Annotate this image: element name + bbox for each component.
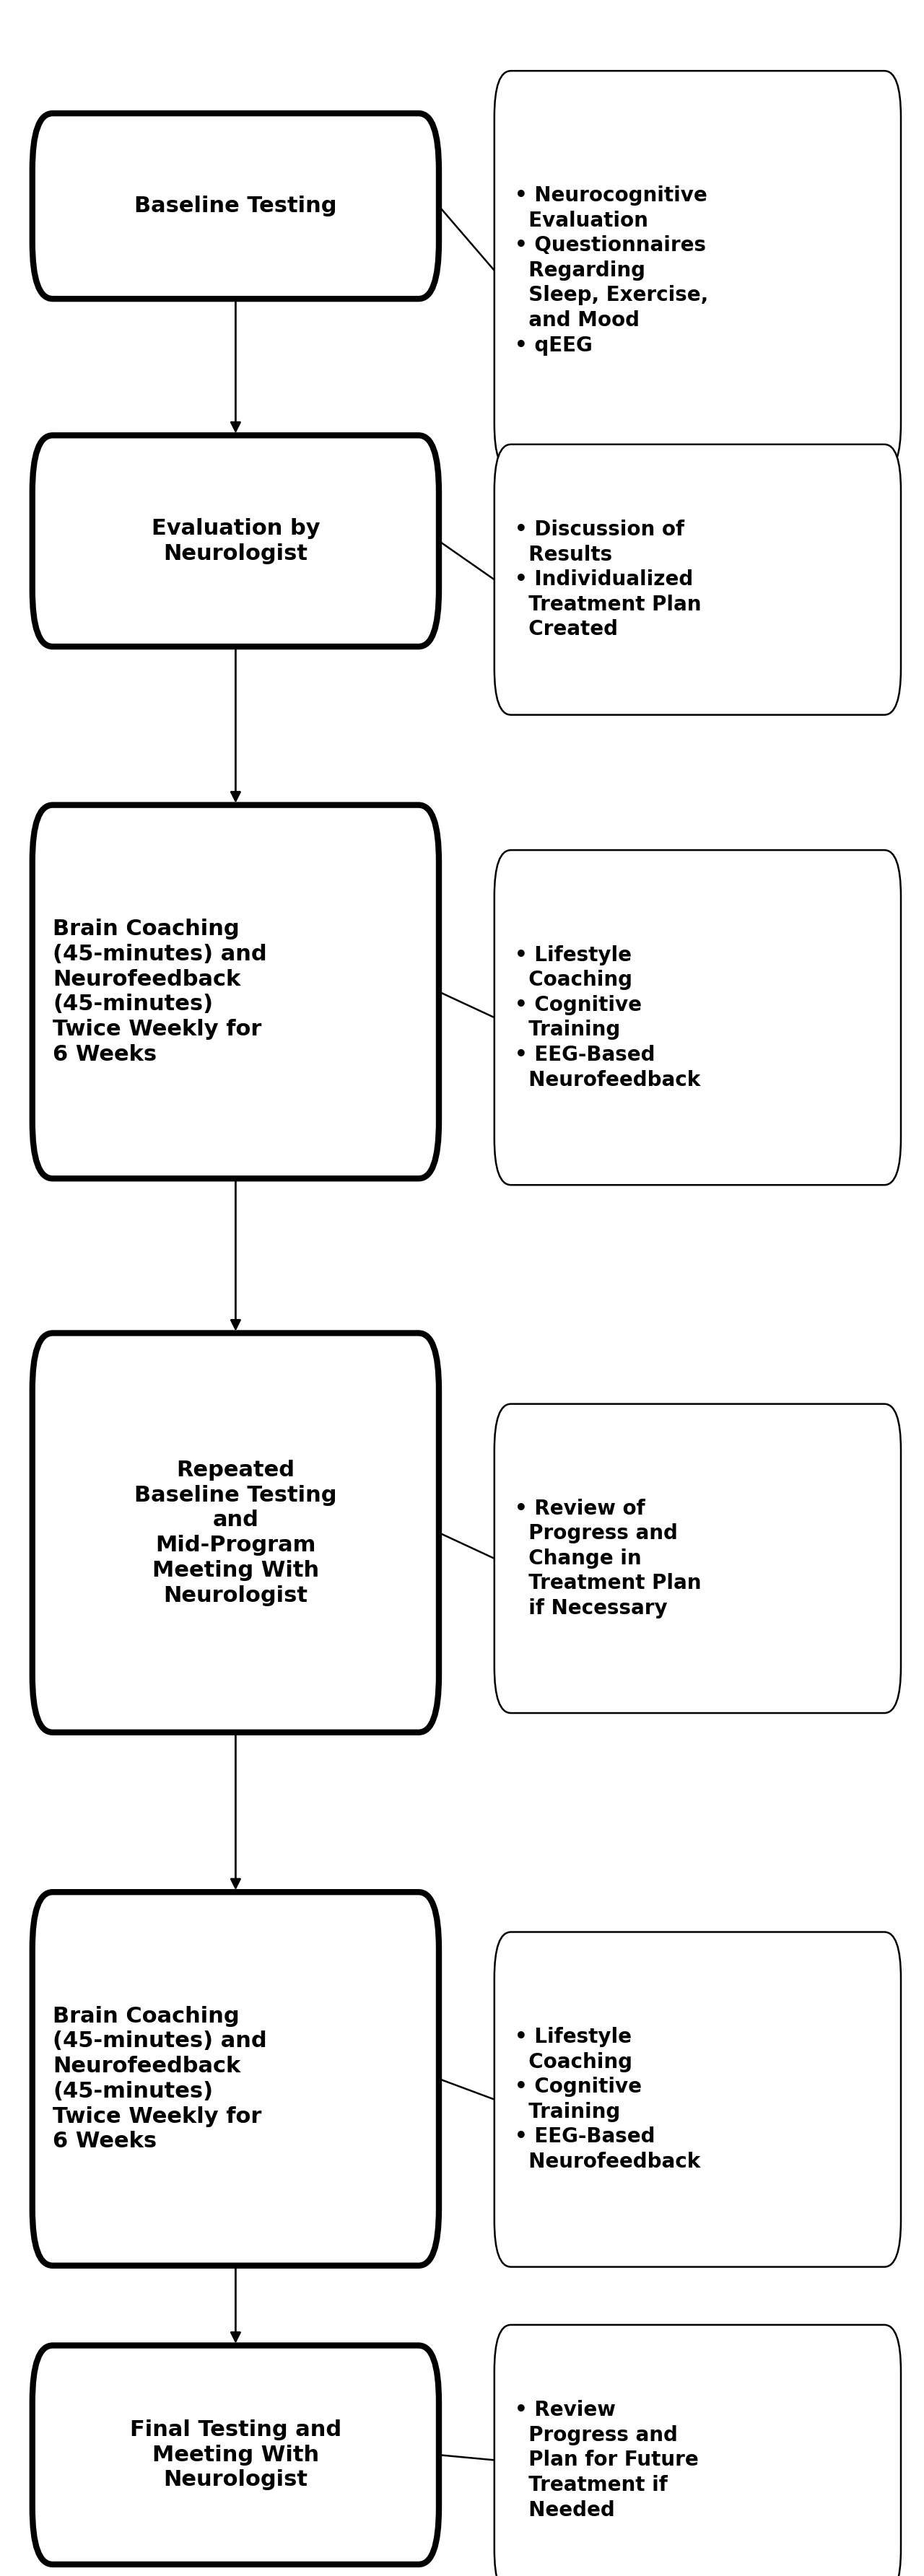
Text: Brain Coaching
(45-minutes) and
Neurofeedback
(45-minutes)
Twice Weekly for
6 We: Brain Coaching (45-minutes) and Neurofee… — [53, 2007, 267, 2151]
FancyBboxPatch shape — [494, 1404, 901, 1713]
Text: Repeated
Baseline Testing
and
Mid-Program
Meeting With
Neurologist: Repeated Baseline Testing and Mid-Progra… — [134, 1461, 337, 1605]
FancyBboxPatch shape — [32, 804, 439, 1180]
FancyBboxPatch shape — [32, 1891, 439, 2267]
Text: • Lifestyle
  Coaching
• Cognitive
  Training
• EEG-Based
  Neurofeedback: • Lifestyle Coaching • Cognitive Trainin… — [515, 2027, 700, 2172]
Text: • Neurocognitive
  Evaluation
• Questionnaires
  Regarding
  Sleep, Exercise,
  : • Neurocognitive Evaluation • Questionna… — [515, 185, 709, 355]
Text: • Discussion of
  Results
• Individualized
  Treatment Plan
  Created: • Discussion of Results • Individualized… — [515, 520, 701, 639]
Text: Baseline Testing: Baseline Testing — [134, 196, 337, 216]
FancyBboxPatch shape — [494, 443, 901, 714]
Text: • Review
  Progress and
  Plan for Future
  Treatment if
  Needed: • Review Progress and Plan for Future Tr… — [515, 2401, 699, 2519]
Text: • Review of
  Progress and
  Change in
  Treatment Plan
  if Necessary: • Review of Progress and Change in Treat… — [515, 1499, 701, 1618]
FancyBboxPatch shape — [32, 1334, 439, 1731]
FancyBboxPatch shape — [494, 2324, 901, 2576]
Text: • Lifestyle
  Coaching
• Cognitive
  Training
• EEG-Based
  Neurofeedback: • Lifestyle Coaching • Cognitive Trainin… — [515, 945, 700, 1090]
FancyBboxPatch shape — [494, 850, 901, 1185]
FancyBboxPatch shape — [32, 435, 439, 647]
FancyBboxPatch shape — [494, 70, 901, 469]
FancyBboxPatch shape — [32, 2344, 439, 2566]
FancyBboxPatch shape — [494, 1932, 901, 2267]
Text: Final Testing and
Meeting With
Neurologist: Final Testing and Meeting With Neurologi… — [129, 2419, 342, 2491]
FancyBboxPatch shape — [32, 113, 439, 299]
Text: Brain Coaching
(45-minutes) and
Neurofeedback
(45-minutes)
Twice Weekly for
6 We: Brain Coaching (45-minutes) and Neurofee… — [53, 920, 267, 1064]
Text: Evaluation by
Neurologist: Evaluation by Neurologist — [152, 518, 320, 564]
